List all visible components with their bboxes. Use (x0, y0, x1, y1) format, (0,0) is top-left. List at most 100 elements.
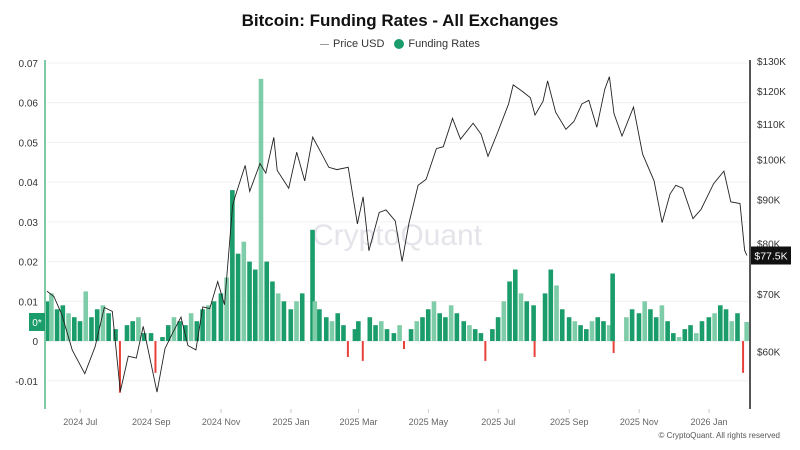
x-tick-label: 2024 Nov (202, 417, 241, 427)
price-line (46, 76, 748, 393)
funding-bar (194, 321, 200, 342)
left-tick-label: 0.04 (19, 178, 39, 189)
funding-bar (352, 329, 358, 342)
funding-bar (642, 301, 648, 342)
funding-bar (495, 317, 501, 342)
left-tick-label: 0.02 (19, 258, 39, 269)
right-current-badge-text: $77.5K (754, 251, 787, 263)
funding-bar (606, 325, 612, 342)
funding-bar (329, 321, 335, 342)
left-tick-label: 0.06 (19, 99, 39, 110)
right-tick-label: $110K (757, 120, 786, 131)
left-tick-label: 0.03 (19, 218, 39, 229)
funding-bar (60, 305, 66, 342)
x-tick-label: 2025 Nov (620, 417, 659, 427)
legend-funding-label[interactable]: Funding Rates (408, 38, 480, 51)
funding-bar (425, 309, 431, 342)
funding-bar (648, 309, 653, 342)
funding-bar (235, 253, 241, 342)
funding-bar (484, 341, 487, 361)
funding-bar (461, 321, 467, 342)
funding-bar (548, 269, 554, 342)
funding-bar (361, 341, 364, 361)
funding-bar (346, 341, 349, 357)
funding-bar (71, 317, 77, 342)
right-tick-label: $90K (757, 195, 781, 206)
funding-bar (83, 291, 89, 342)
funding-bar (224, 277, 229, 342)
funding-bar (288, 309, 294, 342)
funding-bar (712, 313, 717, 342)
funding-bar (77, 321, 83, 342)
funding-bar (629, 309, 635, 342)
funding-bar (478, 333, 484, 342)
funding-bar (729, 321, 735, 342)
funding-bar (524, 301, 530, 342)
funding-bar (312, 301, 318, 342)
funding-bar (106, 313, 111, 342)
funding-bar (130, 321, 136, 342)
funding-bar (299, 293, 305, 342)
funding-bar (100, 305, 106, 342)
funding-bar (341, 325, 346, 342)
funding-bar (317, 309, 322, 342)
funding-bar (420, 317, 425, 342)
legend-price-line-icon (320, 43, 330, 45)
funding-bar (160, 337, 165, 342)
x-tick-label: 2026 Jan (691, 417, 728, 427)
funding-bar (323, 317, 329, 342)
funding-bar (472, 329, 478, 342)
funding-bar (723, 309, 729, 342)
funding-bar (659, 305, 665, 342)
x-tick-label: 2024 Sep (132, 417, 171, 427)
funding-bar (66, 313, 71, 342)
funding-bar (454, 313, 460, 342)
chart-title: Bitcoin: Funding Rates - All Exchanges (241, 11, 559, 30)
funding-bar (448, 305, 454, 342)
funding-bar (230, 190, 235, 342)
funding-bar (507, 281, 512, 342)
funding-bar (688, 325, 693, 342)
x-tick-label: 2024 Jul (63, 417, 97, 427)
funding-bar (373, 325, 378, 342)
left-tick-label: 0.01 (19, 297, 39, 308)
funding-bar (665, 321, 670, 342)
funding-bar (258, 78, 264, 342)
funding-bar (89, 317, 94, 342)
right-tick-label: $130K (757, 57, 786, 68)
funding-bar (533, 341, 536, 357)
funding-bar (141, 333, 147, 342)
funding-bar (589, 321, 595, 342)
funding-bar (200, 309, 205, 342)
legend-funding-dot-icon (394, 39, 405, 50)
funding-bar (612, 341, 615, 353)
funding-bar (113, 329, 118, 342)
funding-bar (601, 321, 606, 342)
funding-bar (443, 317, 448, 342)
funding-bar (595, 317, 601, 342)
funding-bar (542, 293, 548, 342)
funding-bar (414, 321, 420, 342)
funding-bar (671, 333, 676, 342)
funding-bar (281, 301, 287, 342)
right-tick-label: $100K (757, 156, 786, 167)
left-tick-label: 0 (32, 337, 38, 348)
funding-bar (241, 241, 247, 342)
left-current-badge (29, 312, 45, 331)
funding-bar (124, 325, 130, 342)
funding-bar (501, 301, 507, 342)
x-tick-label: 2025 May (409, 417, 449, 427)
funding-bar (512, 269, 518, 342)
left-tick-label: -0.01 (15, 377, 38, 388)
funding-bar (118, 341, 121, 393)
funding-bar (699, 321, 705, 342)
funding-bar (467, 325, 472, 342)
funding-bar (188, 313, 194, 342)
left-current-badge-text: 0* (32, 318, 42, 329)
left-tick-label: 0.05 (19, 138, 39, 149)
funding-bar (270, 281, 275, 342)
funding-bar (136, 317, 141, 342)
x-tick-label: 2025 Sep (550, 417, 589, 427)
funding-bar (744, 321, 749, 342)
legend-price-label[interactable]: Price USD (333, 38, 385, 51)
